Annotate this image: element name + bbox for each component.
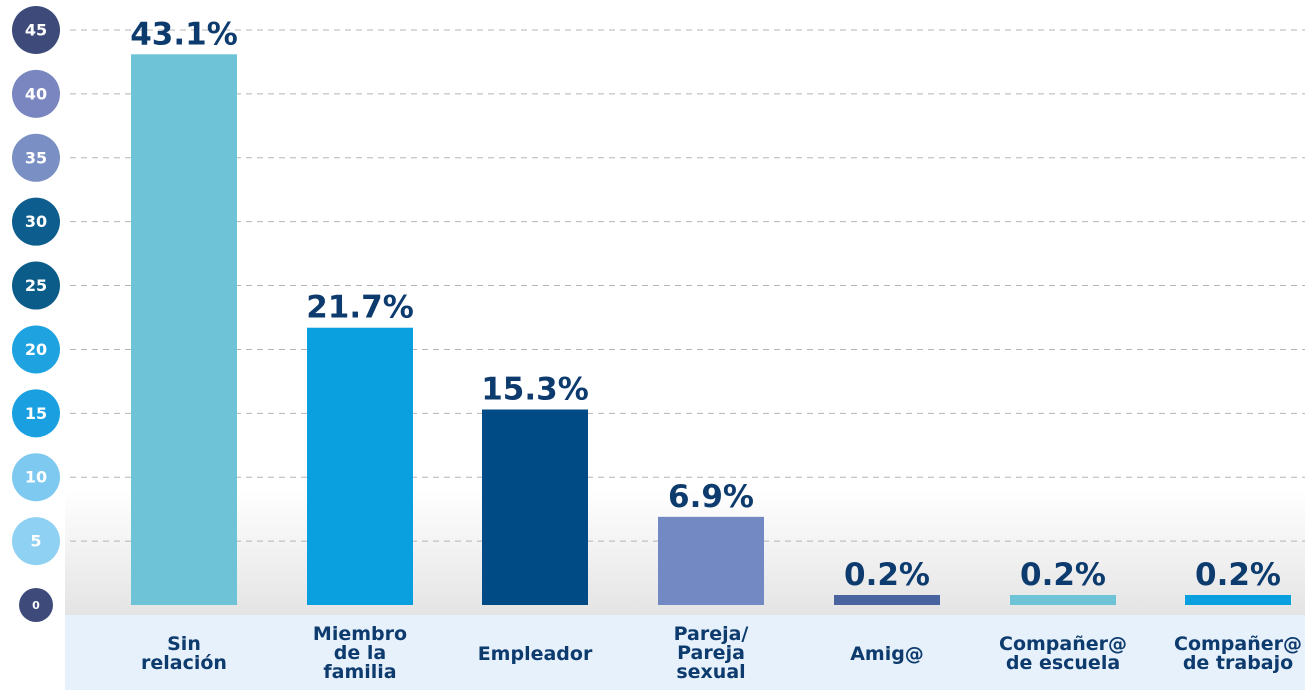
x-tick-label: Sin relación	[141, 633, 227, 674]
x-tick-label: Miembro de la familia	[312, 623, 408, 683]
value-label: 0.2%	[844, 557, 930, 593]
x-tick-label: Compañer@ de trabajo	[1174, 633, 1302, 674]
bar	[1010, 595, 1116, 605]
value-label: 43.1%	[130, 16, 238, 52]
y-tick-badge	[12, 261, 60, 310]
y-tick-badge	[12, 453, 60, 502]
y-tick-badge	[19, 588, 53, 622]
y-tick-label: 5	[30, 532, 41, 551]
y-tick-label: 35	[25, 148, 47, 167]
bar	[1185, 595, 1291, 605]
y-tick-label: 40	[25, 84, 47, 103]
y-tick-label: 0	[32, 599, 40, 612]
y-tick-badge	[12, 389, 60, 438]
y-tick-label: 15	[25, 404, 47, 423]
x-tick-label: Amig@	[850, 643, 924, 665]
value-label: 21.7%	[306, 290, 414, 326]
y-tick-label: 45	[25, 21, 47, 40]
bar	[658, 516, 764, 605]
y-tick-label: 10	[25, 468, 47, 487]
x-tick-label: Pareja/ Pareja sexual	[673, 623, 749, 683]
x-tick-label: Empleador	[477, 643, 593, 665]
bar	[307, 327, 413, 605]
bar	[482, 409, 588, 605]
y-tick-badge	[12, 6, 60, 54]
x-tick-label: Compañer@ de escuela	[999, 633, 1127, 674]
label-band	[65, 615, 1305, 690]
y-tick-badge	[12, 69, 60, 118]
y-tick-label: 25	[25, 276, 47, 295]
value-label: 6.9%	[668, 479, 754, 515]
bar	[834, 595, 940, 605]
y-tick-badge	[12, 325, 60, 374]
y-tick-label: 30	[25, 212, 47, 231]
y-tick-badge	[12, 197, 60, 246]
value-label: 0.2%	[1195, 557, 1281, 593]
y-tick-label: 20	[25, 340, 47, 359]
y-tick-badge	[12, 133, 60, 182]
value-label: 15.3%	[481, 372, 589, 408]
value-label: 0.2%	[1020, 557, 1106, 593]
y-tick-badge	[12, 517, 60, 566]
bar	[131, 54, 237, 606]
